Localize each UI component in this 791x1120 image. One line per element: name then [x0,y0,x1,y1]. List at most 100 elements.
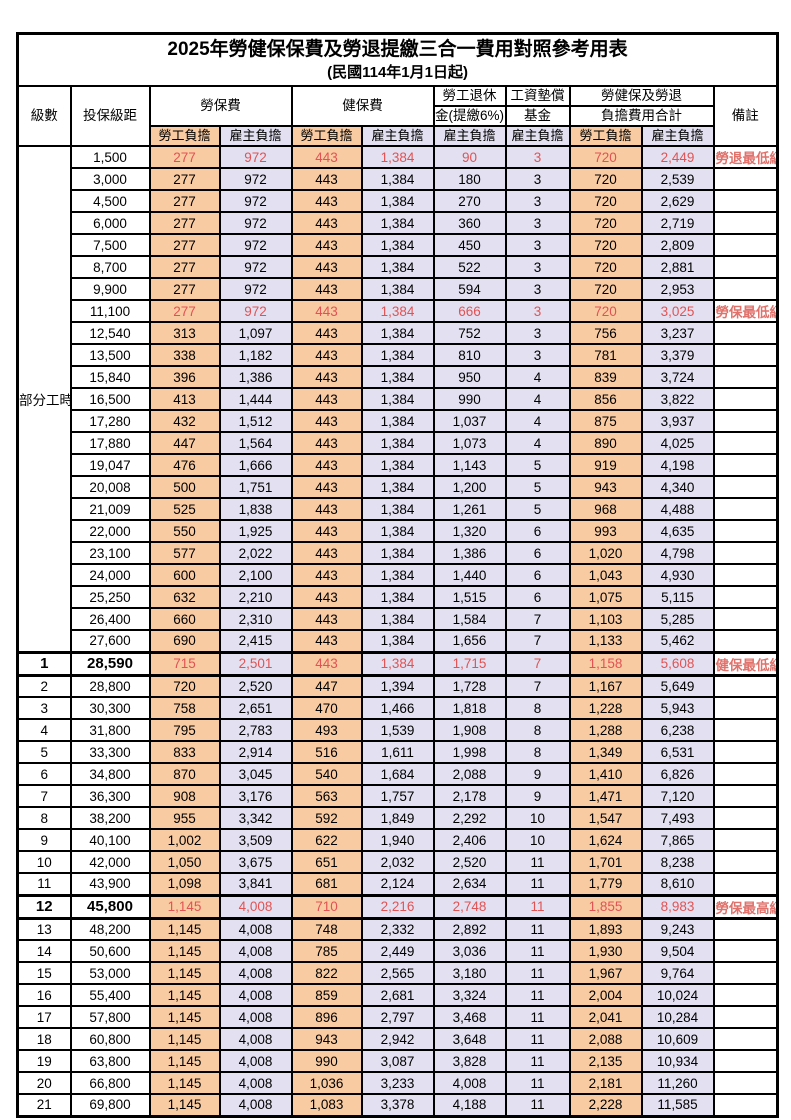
remark-cell [712,497,779,521]
table-row: 18 60,800 1,145 4,008 943 2,942 3,648 11 2,088 10… [16,1027,779,1051]
fee-cell: 5,649 [640,674,715,698]
level-cell: 14 [16,939,72,963]
bracket-cell: 42,000 [69,850,151,874]
fee-cell: 1,611 [360,740,435,764]
fee-cell: 1,145 [148,1027,221,1051]
remark-cell [712,277,779,301]
table-row: 10 42,000 1,050 3,675 651 2,032 2,520 11 1,701 8,… [16,850,779,874]
bracket-cell: 34,800 [69,762,151,786]
remark-cell [712,1027,779,1051]
fee-cell: 3 [504,145,571,169]
fee-cell: 752 [432,321,507,345]
fee-cell: 1,228 [568,696,643,720]
fee-cell: 7 [504,650,571,677]
fee-cell: 856 [568,387,643,411]
fee-cell: 632 [148,585,221,609]
fee-cell: 1,097 [218,321,293,345]
remark-cell [712,806,779,830]
bracket-cell: 3,000 [69,167,151,191]
fee-cell: 4,008 [218,893,293,920]
fee-cell: 3,675 [218,850,293,874]
fee-cell: 3,828 [432,1049,507,1073]
fee-cell: 9 [504,784,571,808]
fee-cell: 1,515 [432,585,507,609]
fee-cell: 1,020 [568,541,643,565]
fee-cell: 277 [148,189,221,213]
fee-cell: 11 [504,1093,571,1117]
fee-cell: 563 [290,784,363,808]
fee-cell: 443 [290,255,363,279]
bracket-cell: 23,100 [69,541,151,565]
fee-cell: 1,394 [360,674,435,698]
bracket-cell: 17,280 [69,409,151,433]
fee-cell: 3,045 [218,762,293,786]
fee-cell: 9,764 [640,961,715,985]
table-row: 15,840 396 1,386 443 1,384 950 4 839 3,724 [18,365,779,389]
fee-cell: 8,983 [640,893,715,920]
fee-cell: 2,088 [432,762,507,786]
fee-cell: 3,378 [360,1093,435,1117]
fee-cell: 3 [504,167,571,191]
fee-cell: 1,384 [360,387,435,411]
table-row: 21,009 525 1,838 443 1,384 1,261 5 968 4,488 [18,497,779,521]
fee-cell: 1,384 [360,431,435,455]
fee-cell: 2,634 [432,872,507,896]
bracket-cell: 60,800 [69,1027,151,1051]
fee-cell: 1,075 [568,585,643,609]
fee-cell: 710 [290,893,363,920]
remark-cell [712,343,779,367]
premium-reference-table: 2025年勞健保保費及勞退提繳三合一費用對照參考用表 (民國114年1月1日起)… [16,32,780,1118]
fee-cell: 443 [290,299,363,323]
level-cell: 18 [16,1027,72,1051]
table-row: 16 55,400 1,145 4,008 859 2,681 3,324 11 2,004 10… [16,983,779,1007]
fee-cell: 1,145 [148,939,221,963]
fee-cell: 1,182 [218,343,293,367]
remark-cell [712,585,779,609]
fee-cell: 443 [290,497,363,521]
fee-cell: 1,384 [360,650,435,677]
remark-cell: 勞保最高級距 [712,893,779,920]
table-row: 17 57,800 1,145 4,008 896 2,797 3,468 11 2,041 10… [16,1005,779,1029]
fee-cell: 1,940 [360,828,435,852]
fee-cell: 8 [504,740,571,764]
fee-cell: 1,666 [218,453,293,477]
fee-cell: 4 [504,365,571,389]
remark-cell [712,453,779,477]
fee-cell: 1,440 [432,563,507,587]
fee-cell: 313 [148,321,221,345]
fee-cell: 1,103 [568,607,643,631]
fee-cell: 4,008 [218,983,293,1007]
fee-cell: 277 [148,211,221,235]
fee-cell: 1,037 [432,409,507,433]
table-row: 17,280 432 1,512 443 1,384 1,037 4 875 3,937 [18,409,779,433]
fee-cell: 2,629 [640,189,715,213]
fee-cell: 6 [504,541,571,565]
fee-cell: 277 [148,145,221,169]
fee-cell: 1,145 [148,1005,221,1029]
fee-cell: 2,881 [640,255,715,279]
fee-cell: 1,036 [290,1071,363,1095]
fee-cell: 3,025 [640,299,715,323]
fee-cell: 6 [504,563,571,587]
remark-cell [712,939,779,963]
fee-cell: 1,349 [568,740,643,764]
fee-cell: 1,145 [148,917,221,941]
fee-cell: 1,384 [360,343,435,367]
bracket-cell: 16,500 [69,387,151,411]
fee-cell: 500 [148,475,221,499]
fee-cell: 1,684 [360,762,435,786]
fee-cell: 443 [290,343,363,367]
remark-cell [712,696,779,720]
fee-cell: 6 [504,519,571,543]
bracket-cell: 8,700 [69,255,151,279]
fee-cell: 4 [504,387,571,411]
header-hi-employer: 雇主負擔 [360,125,435,147]
fee-cell: 1,838 [218,497,293,521]
table-row: 4 31,800 795 2,783 493 1,539 1,908 8 1,288 6,238 [16,718,779,742]
fee-cell: 7,493 [640,806,715,830]
fee-cell: 950 [432,365,507,389]
fee-cell: 720 [568,167,643,191]
fee-cell: 943 [568,475,643,499]
level-cell: 11 [16,872,72,896]
